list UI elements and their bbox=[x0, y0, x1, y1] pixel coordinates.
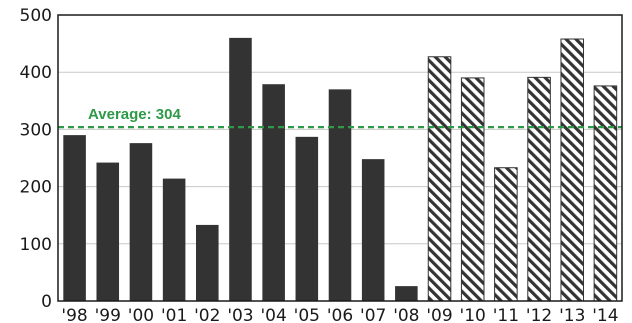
bar-07 bbox=[361, 159, 385, 301]
bar-05 bbox=[295, 136, 319, 301]
bar-08 bbox=[395, 286, 418, 301]
x-tick-label: '08 bbox=[393, 306, 419, 323]
x-tick-label: '01 bbox=[161, 306, 187, 323]
bar-10 bbox=[460, 77, 485, 302]
y-axis-tick-labels: 0 100 200 300 400 500 bbox=[20, 6, 52, 312]
bar-02 bbox=[196, 224, 219, 301]
bar-09 bbox=[427, 56, 452, 302]
x-tick-label: '11 bbox=[493, 306, 519, 323]
bar-01 bbox=[162, 178, 186, 301]
bar-03 bbox=[229, 37, 252, 301]
x-tick-label: '07 bbox=[360, 306, 386, 323]
bar-11 bbox=[494, 167, 518, 302]
bar-12 bbox=[527, 76, 551, 302]
x-tick-label: '10 bbox=[460, 306, 486, 323]
bar-13 bbox=[560, 38, 585, 302]
x-tick-label: '09 bbox=[426, 306, 452, 323]
x-tick-label: '06 bbox=[327, 306, 353, 323]
x-tick-label: '99 bbox=[95, 306, 121, 323]
average-line-group: Average: 304 bbox=[58, 106, 622, 129]
y-tick-label: 300 bbox=[20, 120, 52, 140]
y-tick-label: 200 bbox=[20, 178, 52, 198]
y-tick-label: 500 bbox=[20, 6, 52, 26]
bar-14 bbox=[593, 85, 618, 302]
x-tick-label: '00 bbox=[128, 306, 154, 323]
plot-frame bbox=[57, 14, 623, 302]
bars bbox=[63, 37, 618, 302]
bar-00 bbox=[129, 143, 153, 301]
bar-04 bbox=[262, 84, 285, 302]
x-tick-label: '12 bbox=[526, 306, 552, 323]
bar-99 bbox=[96, 162, 120, 301]
y-tick-label: 100 bbox=[20, 235, 52, 255]
x-axis-tick-labels: '98 '99 '00 '01 '02 '03 '04 '05 '06 '07 '08 '09 '10 '… bbox=[61, 306, 618, 323]
y-tick-label: 0 bbox=[41, 292, 52, 312]
y-tick-label: 400 bbox=[20, 63, 52, 83]
x-tick-label: '05 bbox=[294, 306, 320, 323]
x-tick-label: '14 bbox=[592, 306, 618, 323]
x-tick-label: '04 bbox=[260, 306, 286, 323]
bar-06 bbox=[328, 89, 352, 301]
average-label: Average: 304 bbox=[88, 106, 181, 123]
x-tick-label: '13 bbox=[559, 306, 585, 323]
x-tick-label: '98 bbox=[61, 306, 87, 323]
x-tick-label: '02 bbox=[194, 306, 220, 323]
bar-98 bbox=[63, 135, 86, 301]
x-tick-label: '03 bbox=[227, 306, 253, 323]
